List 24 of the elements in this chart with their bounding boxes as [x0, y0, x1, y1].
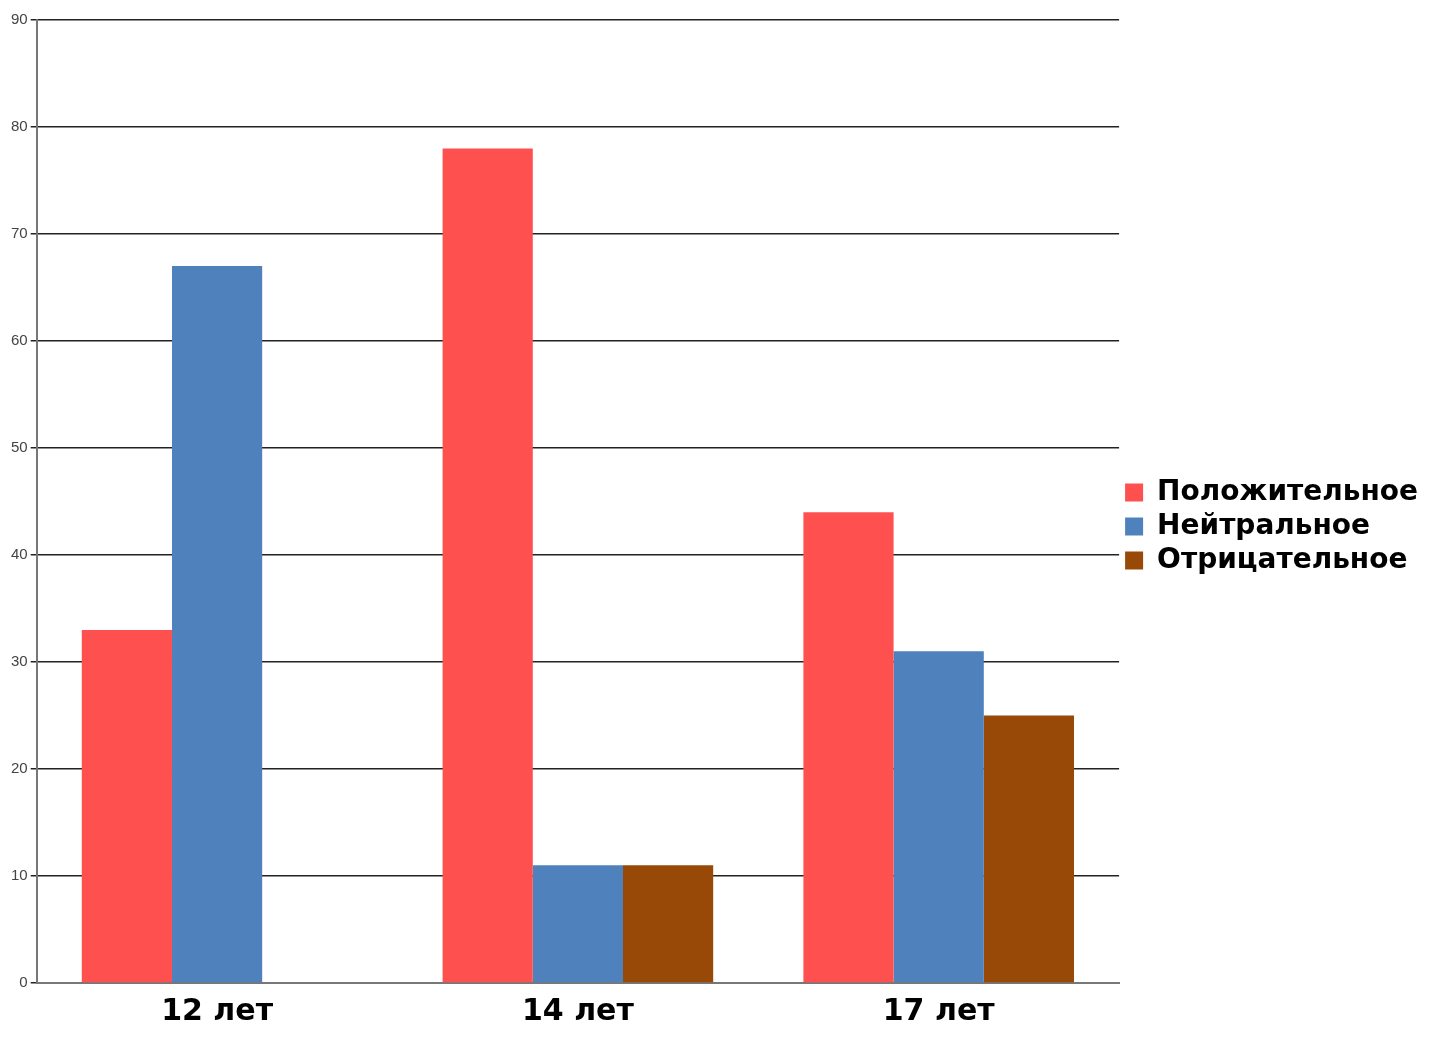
y-tick-label: 30 [11, 652, 28, 670]
x-tick-label: 17 лет [882, 991, 996, 1027]
y-tick-label: 60 [11, 331, 28, 349]
x-tick-label: 12 лет [161, 991, 274, 1027]
y-tick-label: 70 [11, 224, 28, 242]
y-tick-label: 40 [11, 545, 28, 563]
bar [532, 865, 623, 983]
bar [893, 651, 984, 983]
legend-label: Отрицательное [1157, 541, 1408, 575]
y-tick-label: 50 [11, 438, 28, 456]
legend-label: Нейтральное [1157, 507, 1371, 541]
y-tick-label: 10 [11, 866, 28, 884]
bar [171, 266, 263, 983]
y-tick-label: 0 [19, 973, 28, 991]
bar [81, 629, 172, 983]
legend-label: Положительное [1157, 473, 1419, 507]
y-tick-label: 20 [11, 759, 28, 777]
y-tick-label: 90 [11, 10, 28, 28]
bar [803, 512, 894, 983]
bar [442, 148, 533, 983]
bar [983, 715, 1074, 983]
bar [622, 865, 714, 983]
y-tick-label: 80 [11, 117, 28, 135]
x-tick-label: 14 лет [521, 991, 635, 1027]
